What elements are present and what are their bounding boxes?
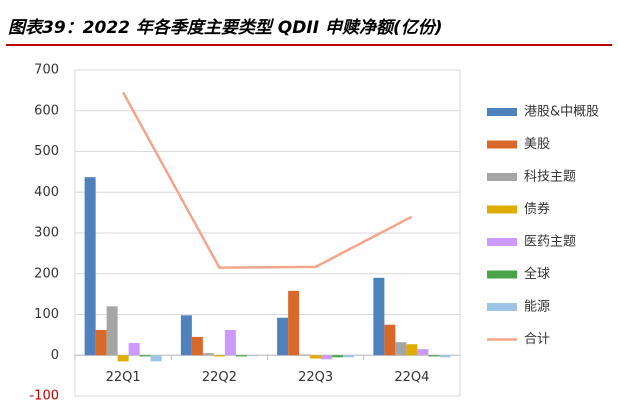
line — [122, 91, 413, 269]
bar — [95, 329, 107, 356]
legend-label: 科技主题 — [524, 170, 576, 185]
bar — [150, 355, 162, 362]
bar — [128, 343, 140, 356]
bar — [235, 355, 247, 357]
bar — [246, 355, 258, 357]
bar — [106, 306, 118, 356]
x-tick-label: 22Q4 — [394, 370, 429, 385]
legend-marker — [487, 303, 517, 311]
bar — [395, 342, 407, 356]
legend-label: 债券 — [524, 201, 550, 217]
bar — [310, 355, 322, 359]
legend-marker — [487, 270, 517, 279]
y-tick-label: 100 — [34, 307, 59, 322]
chart-title: 图表39：2022 年各季度主要类型 QDII 申赎净额(亿份) — [8, 18, 442, 38]
bar — [213, 355, 225, 357]
bar — [417, 349, 429, 356]
bar — [428, 355, 440, 357]
y-tick-label: 0 — [51, 348, 59, 363]
bar — [139, 355, 151, 357]
legend-label: 合计 — [524, 332, 550, 347]
legend-label: 全球 — [524, 266, 550, 282]
y-tick-label: 500 — [34, 144, 59, 159]
legend-marker — [487, 238, 517, 246]
bar — [191, 336, 203, 356]
bar — [373, 277, 385, 356]
legend-label: 美股 — [524, 137, 550, 152]
bar — [277, 317, 289, 356]
bar — [406, 344, 418, 356]
legend-label: 港股&中概股 — [524, 105, 599, 120]
bar — [117, 355, 129, 362]
bar — [288, 290, 300, 356]
x-tick-label: 22Q2 — [202, 370, 237, 385]
bar — [321, 355, 333, 360]
legend-marker — [487, 205, 517, 214]
y-tick-label: 300 — [34, 226, 59, 241]
legend-marker — [487, 108, 517, 116]
bar — [202, 353, 214, 356]
x-tick-label: 22Q1 — [106, 370, 141, 385]
bar — [343, 355, 355, 358]
y-tick-label: 700 — [34, 63, 59, 78]
bar — [439, 355, 451, 358]
x-tick-label: 22Q3 — [298, 370, 333, 385]
legend-label: 能源 — [524, 300, 550, 315]
bar — [224, 329, 236, 356]
y-tick-label: 200 — [34, 266, 59, 281]
legend-marker — [487, 140, 517, 149]
bar — [299, 354, 311, 356]
legend-label: 医药主题 — [524, 235, 576, 250]
y-tick-label: 400 — [34, 185, 59, 200]
y-tick-label: -100 — [29, 389, 59, 404]
bar — [384, 324, 396, 356]
legend-marker — [487, 173, 517, 181]
bar — [84, 177, 96, 356]
y-tick-label: 600 — [34, 103, 59, 118]
bar — [180, 315, 192, 356]
bar — [332, 355, 344, 358]
